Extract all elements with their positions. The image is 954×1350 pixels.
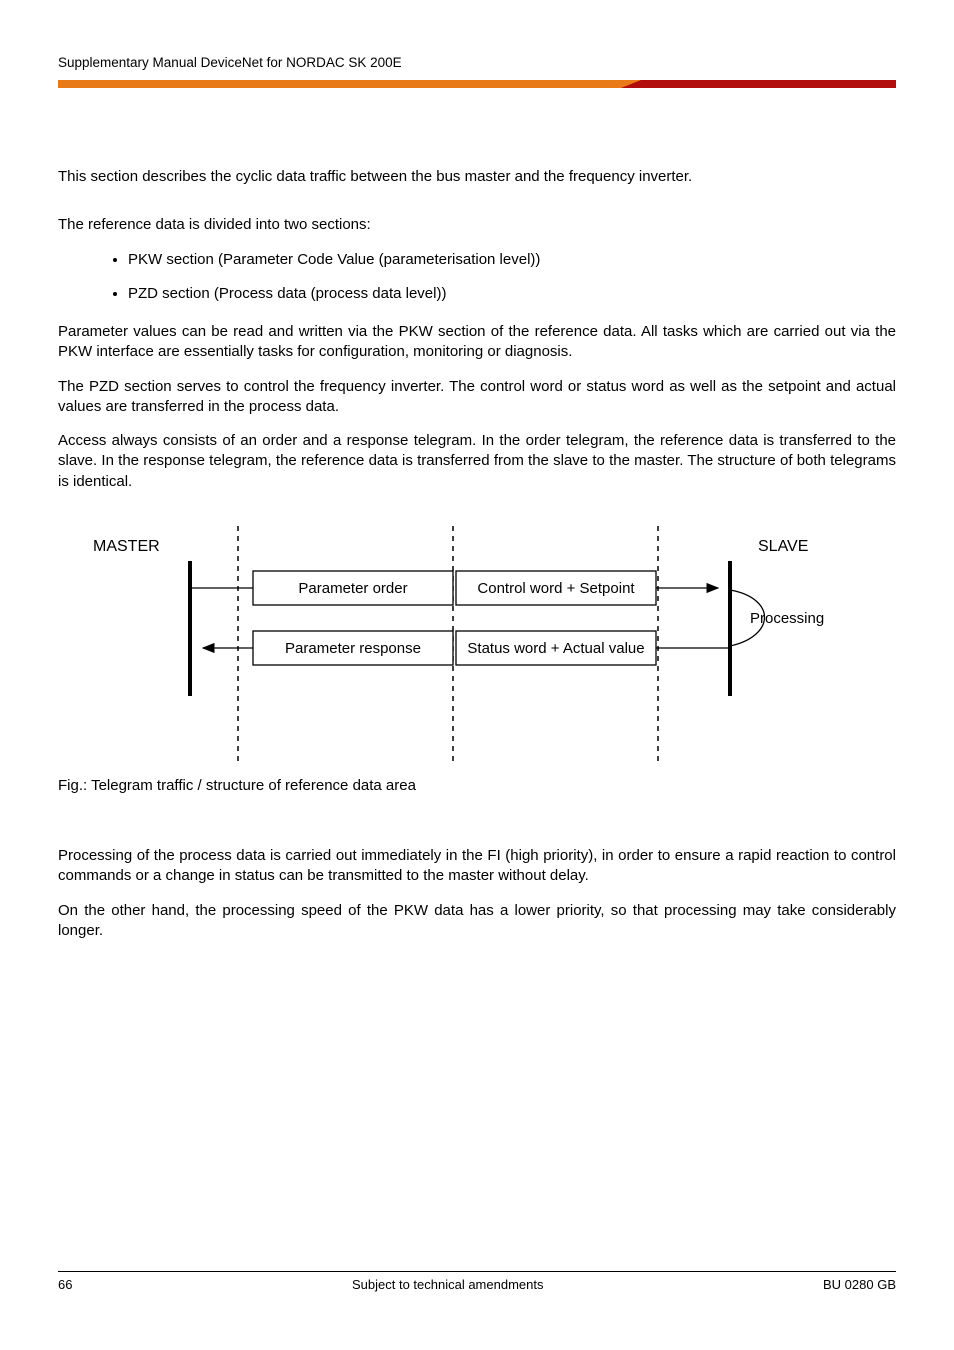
header-band-right	[641, 80, 896, 88]
bullet-list: PKW section (Parameter Code Value (param…	[58, 250, 896, 305]
header-title: Supplementary Manual DeviceNet for NORDA…	[58, 54, 896, 72]
para-processing: Processing of the process data is carrie…	[58, 846, 896, 887]
footer-right: BU 0280 GB	[823, 1276, 896, 1294]
label-master: MASTER	[93, 538, 160, 555]
figure-caption: Fig.: Telegram traffic / structure of re…	[58, 776, 896, 796]
label-slave: SLAVE	[758, 538, 808, 555]
footer-center: Subject to technical amendments	[352, 1276, 544, 1294]
bullet-pzd: PZD section (Process data (process data …	[128, 284, 896, 304]
para-pzd: The PZD section serves to control the fr…	[58, 377, 896, 418]
label-processing: Processing	[750, 610, 824, 627]
box-ctrl-setpoint: Control word + Setpoint	[477, 580, 635, 597]
telegram-svg: MASTER SLAVE Processing Parameter order …	[58, 516, 896, 766]
footer-page: 66	[58, 1276, 72, 1294]
bullet-pkw: PKW section (Parameter Code Value (param…	[128, 250, 896, 270]
para-access: Access always consists of an order and a…	[58, 431, 896, 492]
para-pkw: Parameter values can be read and written…	[58, 322, 896, 363]
page: Supplementary Manual DeviceNet for NORDA…	[0, 0, 954, 1350]
box-status-actual: Status word + Actual value	[467, 640, 644, 657]
header-band-left	[58, 80, 621, 88]
header-band-slope	[621, 80, 641, 88]
telegram-figure: MASTER SLAVE Processing Parameter order …	[58, 516, 896, 766]
para-intro: This section describes the cyclic data t…	[58, 167, 896, 187]
content: This section describes the cyclic data t…	[58, 167, 896, 941]
para-pkw-speed: On the other hand, the processing speed …	[58, 901, 896, 942]
para-split: The reference data is divided into two s…	[58, 215, 896, 235]
box-param-resp: Parameter response	[285, 640, 421, 657]
footer: 66 Subject to technical amendments BU 02…	[58, 1271, 896, 1294]
box-param-order: Parameter order	[298, 580, 407, 597]
